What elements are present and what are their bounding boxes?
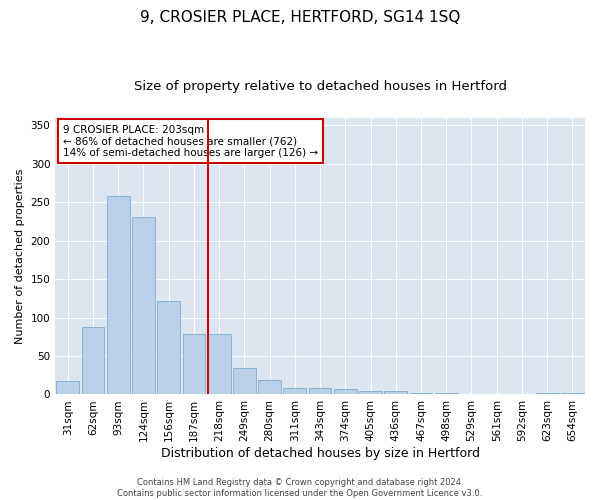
Y-axis label: Number of detached properties: Number of detached properties <box>15 168 25 344</box>
Bar <box>410 393 433 394</box>
Text: 9 CROSIER PLACE: 203sqm
← 86% of detached houses are smaller (762)
14% of semi-d: 9 CROSIER PLACE: 203sqm ← 86% of detache… <box>63 124 318 158</box>
Bar <box>309 388 331 394</box>
Bar <box>132 217 155 394</box>
Bar <box>56 380 79 394</box>
Text: Contains HM Land Registry data © Crown copyright and database right 2024.
Contai: Contains HM Land Registry data © Crown c… <box>118 478 482 498</box>
Bar <box>385 392 407 394</box>
Bar <box>435 393 458 394</box>
Bar <box>561 393 584 394</box>
Bar <box>82 327 104 394</box>
Bar <box>359 390 382 394</box>
X-axis label: Distribution of detached houses by size in Hertford: Distribution of detached houses by size … <box>161 447 479 460</box>
Bar <box>334 389 356 394</box>
Text: 9, CROSIER PLACE, HERTFORD, SG14 1SQ: 9, CROSIER PLACE, HERTFORD, SG14 1SQ <box>140 10 460 25</box>
Bar <box>107 196 130 394</box>
Bar <box>536 393 559 394</box>
Bar <box>283 388 306 394</box>
Bar <box>182 334 205 394</box>
Bar <box>208 334 230 394</box>
Bar <box>233 368 256 394</box>
Bar <box>157 302 180 394</box>
Title: Size of property relative to detached houses in Hertford: Size of property relative to detached ho… <box>134 80 506 93</box>
Bar <box>258 380 281 394</box>
